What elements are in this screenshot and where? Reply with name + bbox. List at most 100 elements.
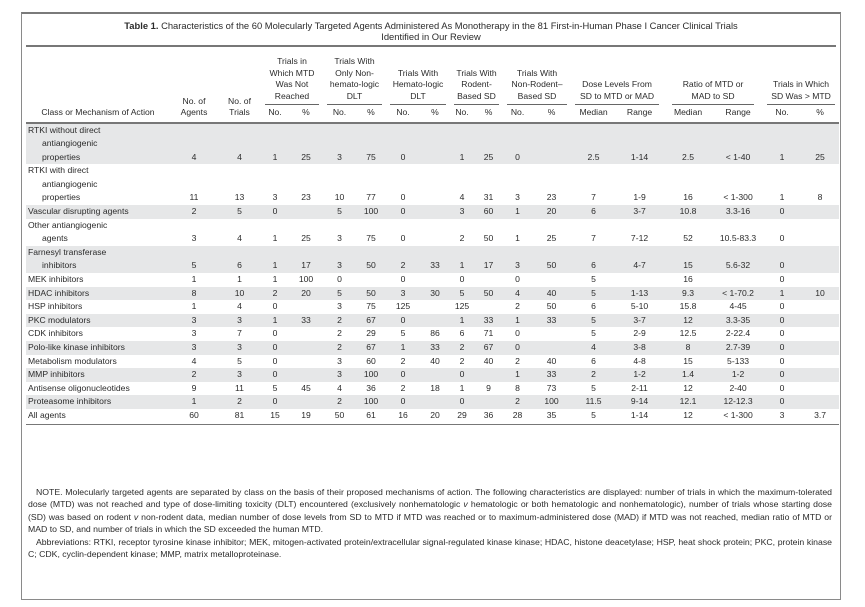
- table-cell: 0: [503, 341, 533, 355]
- table-cell: 33: [289, 313, 323, 328]
- table-cell: 0: [763, 341, 802, 355]
- table-cell: 100: [356, 205, 386, 219]
- header-nonrodent-sd: Trials With Non-Rodent–Based SD: [503, 50, 571, 105]
- table-cell: 50: [356, 286, 386, 301]
- table-cell: 2: [170, 205, 218, 219]
- table-cell: 6: [571, 205, 617, 219]
- table-cell: [801, 273, 839, 287]
- table-cell: 11.5: [571, 395, 617, 409]
- table-cell: [801, 219, 839, 246]
- table-cell: 3: [323, 368, 356, 382]
- table-cell: 0: [400, 192, 406, 203]
- table-cell: 4-8: [633, 355, 646, 366]
- table-cell: 0: [459, 274, 465, 285]
- table-cell: 5: [571, 408, 617, 425]
- table-cell: 5.6-32: [713, 245, 764, 274]
- table-cell: 0: [763, 245, 802, 274]
- header-agents: No. of Agents: [170, 50, 218, 124]
- table-cell: 8: [817, 192, 823, 203]
- table-cell: 3: [337, 301, 342, 312]
- table-cell: 71: [483, 328, 494, 339]
- table-cell: 33: [532, 313, 572, 328]
- table-cell: 1: [503, 205, 533, 219]
- table-cell: 3: [218, 368, 261, 382]
- table-cell: [420, 122, 451, 165]
- table-cell: 1: [503, 368, 533, 382]
- row-label: HSP inhibitors: [26, 300, 170, 314]
- table-cell: 4: [237, 301, 242, 312]
- row-label-line: RTKI with direct: [28, 165, 89, 176]
- subheader-cell: %: [356, 105, 386, 124]
- table-cell: 7: [591, 192, 596, 203]
- table-cell: 5: [170, 245, 218, 274]
- row-label-line: CDK inhibitors: [28, 328, 83, 339]
- table-cell: 1: [272, 274, 278, 285]
- table-cell: [289, 300, 323, 314]
- table-cell: 1: [779, 192, 785, 203]
- table-cell: 11: [189, 192, 199, 203]
- table-body: RTKI without direct antiangiogenic propert…: [26, 122, 840, 425]
- table-cell: 6: [218, 245, 261, 274]
- table-cell: 29: [366, 328, 376, 339]
- row-label: Antisense oligonucleotides: [26, 382, 170, 396]
- table-cell: 2: [170, 368, 218, 382]
- table-cell: 0: [272, 301, 278, 312]
- header-trials: No. of Trials: [218, 50, 261, 124]
- table-cell: 2.7-39: [713, 341, 764, 355]
- table-row: Farnesyl transferase inhibitors 5 6 1 17 3 50 2 3…: [26, 245, 840, 274]
- header-ratio: Ratio of MTD or MAD to SD: [663, 50, 763, 105]
- row-label-line: properties: [42, 151, 81, 162]
- row-label-line: HSP inhibitors: [28, 301, 83, 312]
- table-cell: 40: [546, 355, 557, 366]
- table-cell: 75: [366, 233, 376, 244]
- subheader-cell: %: [420, 105, 451, 124]
- table-cell: 3: [515, 192, 520, 203]
- table-cell: 2-40: [729, 382, 747, 393]
- header-sd-gt-mtd: Trials in Which SD Was > MTD: [763, 50, 839, 105]
- table-cell: 0: [763, 368, 802, 382]
- subheader-cell: Median: [663, 105, 714, 124]
- table-cell: [289, 341, 323, 355]
- subheader-cell: %: [801, 105, 840, 124]
- table-cell: 2: [515, 355, 520, 366]
- table-cell: 2: [218, 395, 261, 409]
- table-cell: 8: [663, 341, 714, 355]
- table-cell: < 1-300: [713, 408, 764, 425]
- table-row: MMP inhibitors 2 3 0 3 100 0 0 1 33 2 1-2 1.4 1-2 0: [26, 368, 840, 382]
- table-cell: 17: [289, 245, 323, 274]
- table-cell: 36: [474, 408, 504, 425]
- table-cell: 15: [261, 408, 289, 425]
- table-cell: 4: [337, 382, 342, 393]
- table-cell: 5: [591, 274, 596, 285]
- table-cell: 100: [298, 274, 314, 285]
- table-cell: 1-2: [713, 368, 764, 382]
- table-cell: 1.4: [663, 368, 714, 382]
- table-cell: 2: [323, 313, 356, 328]
- table-cell: 3: [191, 233, 197, 244]
- table-cell: 3: [323, 245, 356, 274]
- table-cell: 5: [571, 286, 617, 301]
- row-label-line: HDAC inhibitors: [28, 287, 90, 298]
- subheader-cell: Median: [571, 105, 617, 124]
- table-cell: 2: [400, 382, 406, 393]
- row-label: Polo-like kinase inhibitors: [26, 341, 170, 355]
- row-label: Metabolism modulators: [26, 355, 170, 369]
- table-cell: [532, 122, 572, 165]
- table-cell: [420, 313, 451, 328]
- table-cell: 0: [763, 313, 802, 328]
- table-cell: 1: [237, 274, 242, 285]
- table-cell: 2: [400, 355, 406, 366]
- row-label-line: antiangiogenic: [42, 138, 98, 149]
- header-hemato-dlt: Trials With Hemato-logic DLT: [386, 50, 450, 105]
- table-cell: 5: [218, 205, 261, 219]
- table-cell: 50: [356, 245, 386, 274]
- row-label: Vascular disrupting agents: [26, 205, 170, 219]
- table-cell: < 1-70.2: [713, 286, 764, 301]
- row-label-line: Proteasome inhibitors: [28, 396, 112, 407]
- table-cell: 9: [191, 382, 197, 393]
- row-label: RTKI with direct antiangiogenic properties: [26, 164, 170, 205]
- table-row: Polo-like kinase inhibitors 3 3 0 2 67 1 33 2 67 0…: [26, 341, 840, 355]
- table-cell: 2.5: [571, 122, 617, 165]
- row-label: Proteasome inhibitors: [26, 395, 170, 409]
- table-cell: 12-12.3: [713, 395, 764, 409]
